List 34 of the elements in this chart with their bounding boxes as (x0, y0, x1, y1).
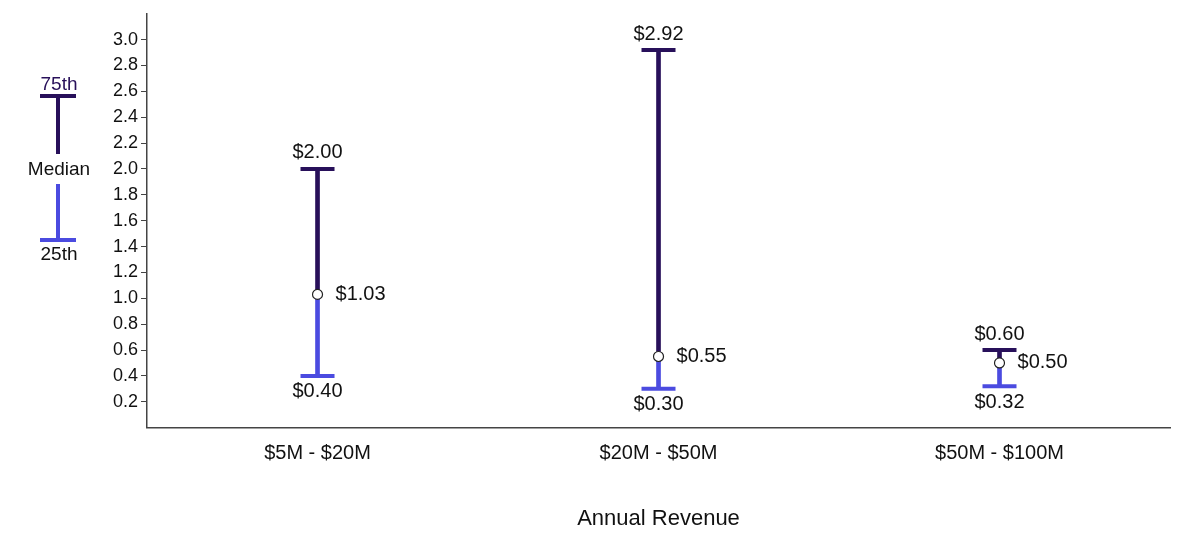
point (311, 288, 324, 301)
legend-label: 25th (39, 243, 79, 264)
data-label: $0.50 (1017, 350, 1068, 373)
y-tick-label: 2.6 (112, 80, 139, 101)
annotation: $2.92 (633, 21, 684, 44)
data-label: $0.55 (676, 343, 727, 366)
y-tick-label: 0.2 (112, 390, 139, 411)
x-tick-label: $50M - $100M (935, 441, 1064, 464)
annotation: $0.30 (633, 392, 684, 415)
annotation: $0.32 (974, 389, 1025, 412)
y-tick-label: 0.6 (112, 338, 139, 359)
annotation: $0.40 (292, 379, 343, 402)
point (993, 357, 1006, 369)
data-label: $1.03 (335, 281, 386, 304)
x-axis-title: Annual Revenue (577, 504, 740, 530)
y-tick-label: 1.6 (112, 209, 139, 230)
text: Median (26, 158, 92, 179)
y-tick-label: 2.0 (112, 157, 139, 178)
y-tick-label: 1.0 (112, 287, 139, 308)
y-tick-label: 2.4 (112, 106, 139, 127)
y-tick-label: 1.8 (112, 183, 139, 204)
y-tick-label: 2.2 (112, 132, 139, 153)
point (652, 350, 665, 363)
y-tick-label: 2.8 (112, 54, 139, 75)
x-tick-label: $5M - $20M (264, 441, 371, 464)
text: 75th (39, 73, 79, 94)
y-tick-label: 1.4 (112, 235, 139, 256)
annotation: $0.60 (974, 321, 1025, 344)
y-tick-label: 0.8 (112, 313, 139, 334)
y-tick-label: 1.2 (112, 261, 139, 282)
annotation: $2.00 (292, 140, 343, 163)
x-tick-label: $20M - $50M (599, 441, 718, 464)
y-tick-label: 3.0 (112, 28, 139, 49)
y-tick-label: 0.4 (112, 364, 139, 385)
